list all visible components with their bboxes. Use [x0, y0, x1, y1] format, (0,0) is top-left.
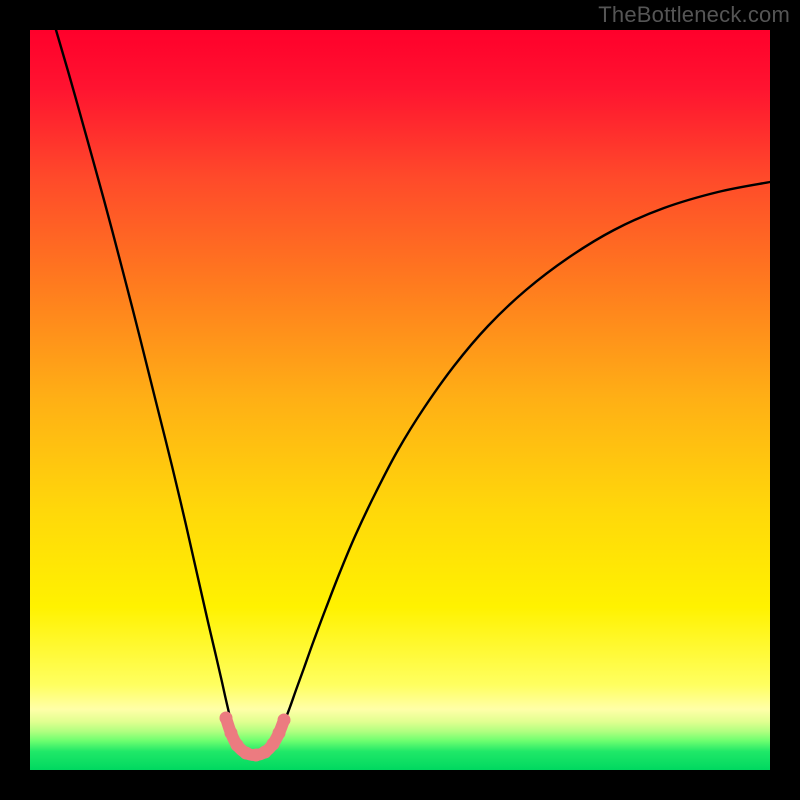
dip-dot	[278, 714, 291, 727]
dip-dot	[273, 727, 286, 740]
gradient-plot-area	[30, 30, 770, 770]
dip-dot	[220, 712, 233, 725]
watermark-text: TheBottleneck.com	[598, 2, 790, 28]
chart-container: TheBottleneck.com	[0, 0, 800, 800]
dip-dot	[267, 738, 280, 751]
bottleneck-chart	[0, 0, 800, 800]
dip-dot	[225, 727, 238, 740]
